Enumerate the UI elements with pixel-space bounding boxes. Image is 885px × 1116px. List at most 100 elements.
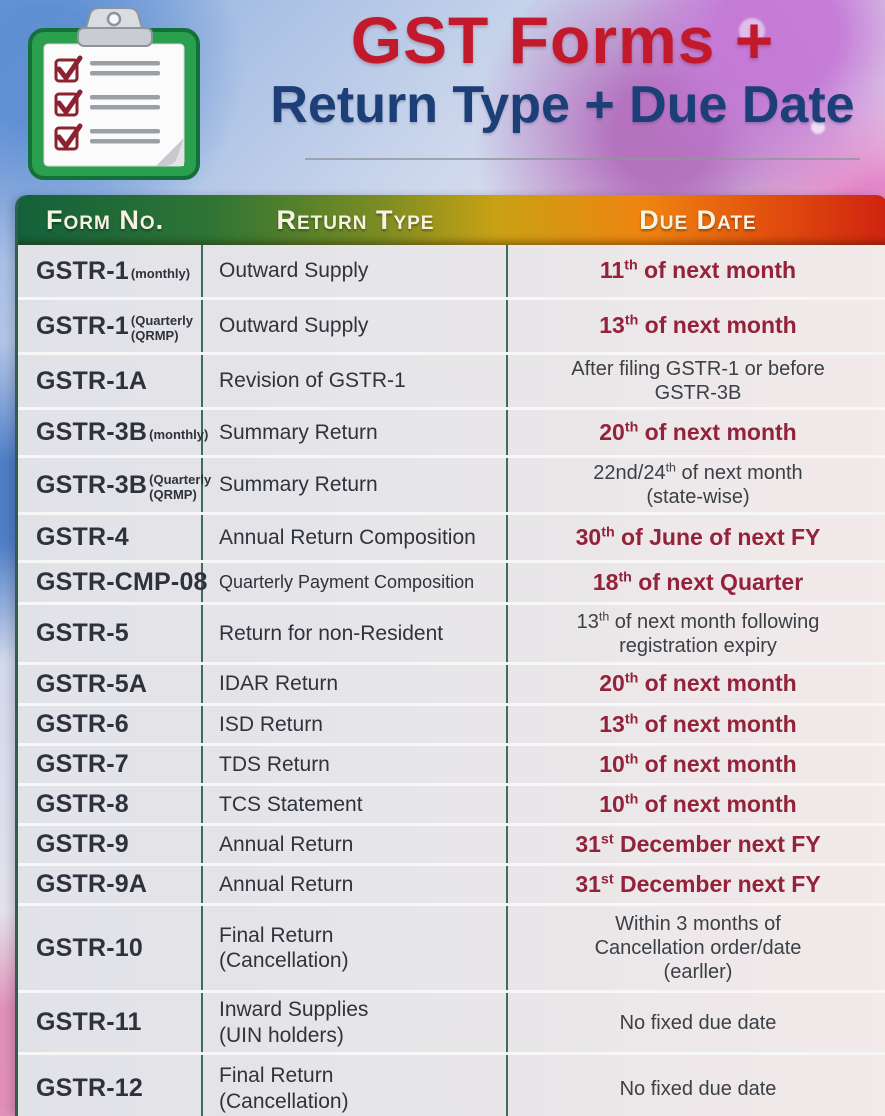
clipboard-icon: [16, 7, 231, 180]
table-row: GSTR-1 (Quarterly (QRMP) Outward Supply 13th…: [18, 297, 885, 352]
return-type-cell: Quarterly Payment Composition: [203, 563, 508, 602]
return-type: TDS Return: [219, 752, 330, 776]
form-no: GSTR-12: [36, 1074, 143, 1102]
due-date: 10th of next month: [599, 750, 797, 777]
column-header-return-type: Return Type: [276, 204, 435, 235]
return-type: Annual Return Composition: [219, 525, 476, 549]
return-type-cell: IDAR Return: [203, 665, 508, 703]
form-no-cell: GSTR-11: [18, 993, 203, 1052]
form-no-cell: GSTR-CMP-08: [18, 563, 207, 602]
form-no-cell: GSTR-4: [18, 515, 203, 560]
table-row: GSTR-5A IDAR Return 20th of next month: [18, 662, 885, 703]
form-no: GSTR-4: [36, 523, 129, 551]
due-date: 31st December next FY: [575, 870, 821, 897]
return-type: Outward Supply: [219, 259, 369, 283]
form-no: GSTR-1A: [36, 366, 148, 395]
due-date-cell: No fixed due date: [508, 1055, 885, 1116]
return-type-cell: Outward Supply: [203, 300, 508, 352]
form-no-cell: GSTR-8: [18, 786, 203, 823]
form-no-cell: GSTR-12: [18, 1055, 203, 1116]
return-type-cell: TCS Statement: [203, 786, 508, 823]
return-type-cell: Final Return (Cancellation): [203, 1055, 508, 1116]
form-no-cell: GSTR-7: [18, 746, 203, 783]
table-row: GSTR-4 Annual Return Composition 30th of J…: [18, 512, 885, 560]
return-type-cell: Summary Return: [203, 458, 508, 512]
page-subtitle: Return Type + Due Date: [270, 76, 855, 135]
form-no: GSTR-1: [36, 256, 129, 285]
due-date-cell: 13th of next month: [508, 300, 885, 352]
due-date: 13th of next month: [599, 710, 797, 737]
form-no-sub-label: (monthly): [149, 427, 209, 443]
due-date-cell: 11th of next month: [508, 245, 885, 297]
due-date-cell: 13th of next month: [508, 706, 885, 743]
due-date-cell: After filing GSTR-1 or before GSTR-3B: [508, 355, 885, 407]
form-no: GSTR-3B: [36, 418, 148, 446]
due-date: 13th of next month following registration…: [576, 608, 820, 657]
return-type: Quarterly Payment Composition: [219, 571, 475, 592]
form-no-sub-label: (Quarterly (QRMP): [149, 472, 212, 502]
column-header-due-date: Due Date: [639, 204, 757, 235]
due-date: 22nd/24th of next month (state-wise): [593, 460, 803, 508]
form-no-sub-label: (Quarterly (QRMP): [130, 313, 194, 343]
form-no: GSTR-CMP-08: [36, 568, 208, 596]
due-date-cell: 30th of June of next FY: [508, 515, 885, 560]
table-header-row: Form No. Return Type Due Date: [18, 195, 885, 245]
table-row: GSTR-6 ISD Return 13th of next month: [18, 703, 885, 743]
form-no: GSTR-9A: [36, 870, 148, 898]
return-type-cell: Final Return (Cancellation): [203, 906, 508, 990]
table-row: GSTR-9A Annual Return 31st December next F…: [18, 863, 885, 903]
form-no-cell: GSTR-6: [18, 706, 203, 743]
return-type: IDAR Return: [219, 672, 339, 696]
table-row: GSTR-3B (monthly) Summary Return 20th of ne…: [18, 407, 885, 455]
due-date-cell: 31st December next FY: [508, 866, 885, 903]
return-type-cell: Summary Return: [203, 410, 508, 455]
gst-forms-table: Form No. Return Type Due Date GSTR-1 (mon…: [15, 195, 885, 1116]
return-type: Annual Return: [219, 832, 354, 856]
return-type-cell: Inward Supplies (UIN holders): [203, 993, 508, 1052]
form-no-cell: GSTR-9A: [18, 866, 203, 903]
form-no: GSTR-5A: [36, 669, 148, 698]
due-date: No fixed due date: [619, 1077, 777, 1100]
due-date: 13th of next month: [599, 312, 797, 339]
return-type-cell: Annual Return Composition: [203, 515, 508, 560]
due-date-cell: Within 3 months of Cancellation order/dat…: [508, 906, 885, 990]
return-type: Outward Supply: [219, 314, 369, 338]
due-date-cell: 10th of next month: [508, 746, 885, 783]
return-type: Revision of GSTR-1: [219, 369, 406, 393]
due-date: 11th of next month: [599, 257, 797, 284]
form-no: GSTR-6: [36, 710, 129, 738]
return-type-cell: Return for non-Resident: [203, 605, 508, 662]
form-no: GSTR-5: [36, 619, 129, 647]
return-type-cell: TDS Return: [203, 746, 508, 783]
table-row: GSTR-CMP-08 Quarterly Payment Composition…: [18, 560, 885, 602]
return-type: Inward Supplies (UIN holders): [219, 998, 369, 1047]
return-type-cell: Annual Return: [203, 866, 508, 903]
return-type: Summary Return: [219, 473, 378, 497]
due-date: 30th of June of next FY: [575, 523, 821, 550]
form-no-cell: GSTR-1 (monthly): [18, 245, 203, 297]
form-no: GSTR-9: [36, 830, 129, 858]
due-date-cell: 18th of next Quarter: [508, 563, 885, 602]
form-no-cell: GSTR-3B (monthly): [18, 410, 208, 455]
return-type: Annual Return: [219, 872, 354, 896]
bokeh-circle: [811, 120, 825, 134]
table-row: GSTR-12 Final Return (Cancellation) No fixe…: [18, 1052, 885, 1116]
due-date-cell: 13th of next month following registration…: [508, 605, 885, 662]
clipboard-checklist-icon: [28, 7, 200, 180]
form-no-cell: GSTR-3B (Quarterly (QRMP): [18, 458, 211, 512]
form-no-cell: GSTR-5A: [18, 665, 203, 703]
due-date: 20th of next month: [599, 418, 797, 445]
due-date-cell: 31st December next FY: [508, 826, 885, 863]
form-no-cell: GSTR-1A: [18, 355, 203, 407]
return-type: Final Return (Cancellation): [219, 1064, 349, 1113]
form-no-cell: GSTR-5: [18, 605, 203, 662]
return-type: ISD Return: [219, 712, 323, 736]
due-date: 18th of next Quarter: [592, 568, 804, 595]
form-no-cell: GSTR-10: [18, 906, 203, 990]
table-body: GSTR-1 (monthly) Outward Supply 11th of nex…: [18, 245, 885, 1116]
due-date: 20th of next month: [599, 670, 797, 697]
return-type-cell: Outward Supply: [203, 245, 508, 297]
form-no-cell: GSTR-9: [18, 826, 203, 863]
column-header-form-no: Form No.: [46, 204, 165, 235]
table-row: GSTR-11 Inward Supplies (UIN holders) No fi…: [18, 990, 885, 1052]
